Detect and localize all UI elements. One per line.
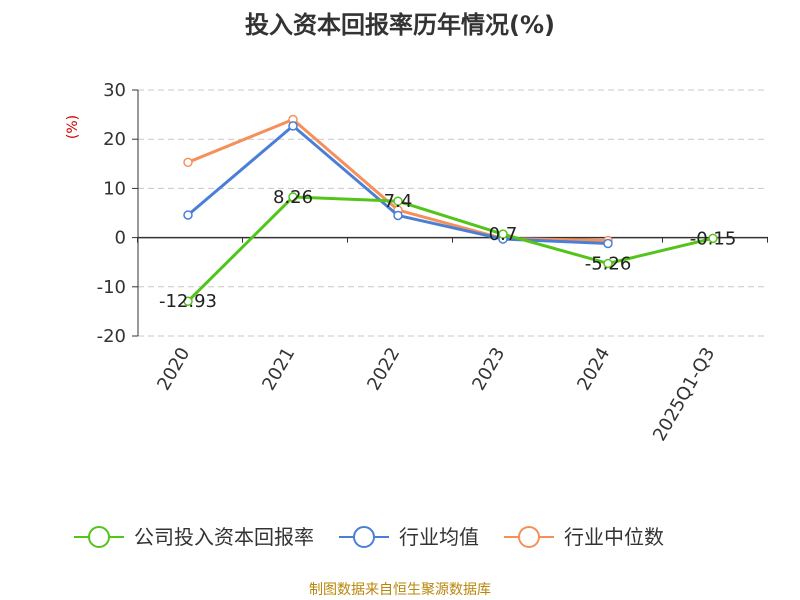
x-tick-label: 2020 [153, 344, 194, 394]
series-line [187, 124, 609, 246]
legend-item: 行业均值 [339, 525, 479, 549]
y-axis-label: (%) [65, 115, 81, 139]
series-industry-median [183, 114, 613, 246]
data-label: -0.15 [690, 228, 737, 249]
data-point [183, 210, 193, 220]
legend-label: 行业均值 [399, 525, 479, 549]
y-tick-label: -20 [97, 326, 126, 347]
series-company [183, 192, 718, 306]
axes: 30 20 10 0 -10 -20 2020 2021 2022 2023 2024 2025Q1-… [97, 80, 768, 445]
legend-swatch-marker [88, 526, 110, 548]
y-tick-label: -10 [97, 277, 126, 298]
x-tick-label: 2023 [468, 344, 509, 394]
legend-item: 公司投入资本回报率 [74, 525, 314, 549]
source-note: 制图数据来自恒生聚源数据库 [309, 582, 491, 598]
legend-swatch-marker [353, 526, 375, 548]
series-group [183, 114, 718, 306]
x-tick-label: 2025Q1-Q3 [649, 344, 719, 445]
data-label: -12.93 [159, 291, 217, 312]
y-tick-label: 30 [103, 80, 126, 101]
legend: 公司投入资本回报率 行业均值 行业中位数 [74, 525, 664, 549]
legend-swatch-marker [518, 526, 540, 548]
y-tick-label: 10 [103, 178, 126, 199]
legend-label: 公司投入资本回报率 [134, 525, 314, 549]
data-label: 7.4 [384, 191, 413, 212]
data-point [498, 229, 508, 239]
data-point [708, 233, 718, 244]
y-tick-label: 0 [115, 228, 126, 249]
legend-item: 行业中位数 [504, 525, 664, 549]
legend-label: 行业中位数 [564, 525, 664, 549]
data-point [393, 210, 403, 221]
series-line [186, 195, 714, 303]
series-industry-mean [183, 121, 613, 249]
data-point [603, 258, 613, 269]
data-point [288, 121, 298, 131]
series-line [187, 118, 609, 243]
data-point [603, 238, 613, 249]
data-point [393, 196, 403, 206]
data-label: 8.26 [273, 187, 313, 208]
chart-title: 投入资本回报率历年情况(%) [245, 11, 555, 39]
data-point [183, 157, 193, 168]
y-tick-label: 20 [103, 129, 126, 150]
grid-lines [138, 89, 768, 337]
data-label: 0.7 [489, 224, 518, 245]
data-point [183, 296, 193, 306]
data-point [288, 192, 298, 202]
data-labels: -12.93 8.26 7.4 0.7 -5.26 -0.15 [159, 187, 736, 312]
data-label: -5.26 [585, 253, 632, 274]
x-tick-label: 2024 [573, 344, 614, 394]
x-tick-label: 2021 [258, 344, 299, 394]
x-tick-label: 2022 [363, 344, 404, 394]
